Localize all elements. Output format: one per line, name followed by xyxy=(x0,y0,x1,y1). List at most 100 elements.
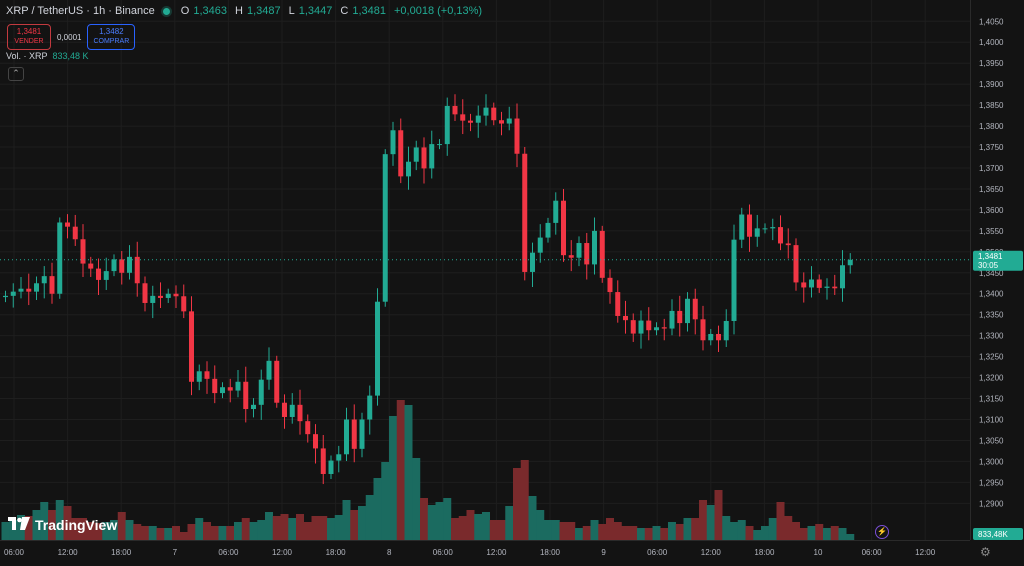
candle[interactable] xyxy=(26,273,32,306)
candle[interactable] xyxy=(367,385,373,435)
candle[interactable] xyxy=(80,224,86,277)
candle[interactable] xyxy=(646,307,652,341)
candle[interactable] xyxy=(499,111,504,136)
candle[interactable] xyxy=(444,97,450,156)
candle[interactable] xyxy=(328,455,334,480)
candle[interactable] xyxy=(576,236,582,267)
candle[interactable] xyxy=(630,313,636,342)
candle[interactable] xyxy=(437,139,442,150)
candle[interactable] xyxy=(452,94,458,122)
candle[interactable] xyxy=(692,288,698,335)
candle[interactable] xyxy=(793,238,799,291)
price-chart[interactable] xyxy=(0,0,970,540)
candle[interactable] xyxy=(553,192,559,235)
candle[interactable] xyxy=(65,214,70,239)
candle[interactable] xyxy=(754,214,760,247)
candle[interactable] xyxy=(359,412,365,458)
chevron-up-icon[interactable]: ⌃ xyxy=(8,67,24,81)
candle[interactable] xyxy=(158,282,163,308)
candle[interactable] xyxy=(708,328,714,346)
candle[interactable] xyxy=(638,310,644,349)
candle[interactable] xyxy=(677,295,683,337)
candle[interactable] xyxy=(289,393,295,424)
candle[interactable] xyxy=(522,147,528,281)
candle[interactable] xyxy=(483,94,489,126)
candle[interactable] xyxy=(320,435,326,485)
candle[interactable] xyxy=(251,398,256,418)
candle[interactable] xyxy=(654,322,659,336)
candle[interactable] xyxy=(599,225,605,283)
candle[interactable] xyxy=(142,276,148,312)
candle[interactable] xyxy=(747,204,752,252)
candle[interactable] xyxy=(72,214,78,246)
candle[interactable] xyxy=(491,102,497,126)
candle[interactable] xyxy=(421,137,427,184)
candle[interactable] xyxy=(181,284,187,319)
candle[interactable] xyxy=(258,369,264,420)
candle[interactable] xyxy=(568,240,574,272)
candle[interactable] xyxy=(406,146,411,190)
candle[interactable] xyxy=(88,256,94,277)
candle[interactable] xyxy=(429,130,435,179)
time-scale[interactable]: 06:00 12:00 18:00 7 06:00 12:00 18:00 8 06:00 12:… xyxy=(0,540,970,566)
candle[interactable] xyxy=(832,274,838,296)
candle[interactable] xyxy=(165,288,171,303)
candle[interactable] xyxy=(537,224,543,263)
candle[interactable] xyxy=(18,276,24,299)
candle[interactable] xyxy=(847,253,853,274)
candle[interactable] xyxy=(716,325,721,353)
price-scale[interactable]: 1,4050 1,4000 1,3950 1,3900 1,3850 1,3800 1,37… xyxy=(970,0,1024,540)
candle[interactable] xyxy=(119,250,125,285)
candle[interactable] xyxy=(127,245,132,280)
candle[interactable] xyxy=(382,149,388,307)
candle[interactable] xyxy=(475,105,481,138)
candle[interactable] xyxy=(661,318,667,341)
price-scale-axis[interactable]: 1,4050 1,4000 1,3950 1,3900 1,3850 1,3800 1,37… xyxy=(971,0,1024,540)
candle[interactable] xyxy=(344,407,349,461)
candle[interactable] xyxy=(41,266,47,299)
candle[interactable] xyxy=(623,300,628,334)
candle[interactable] xyxy=(150,285,156,319)
candle[interactable] xyxy=(375,288,380,406)
candle[interactable] xyxy=(305,414,311,443)
candle[interactable] xyxy=(840,250,845,302)
candle[interactable] xyxy=(506,106,512,131)
candle[interactable] xyxy=(297,389,303,435)
candle[interactable] xyxy=(607,269,613,304)
candle[interactable] xyxy=(592,217,597,275)
candle[interactable] xyxy=(10,283,16,308)
lightning-icon[interactable]: ⚡ xyxy=(875,525,889,539)
candle[interactable] xyxy=(390,121,396,166)
candle[interactable] xyxy=(731,224,737,335)
candle[interactable] xyxy=(824,278,830,300)
candle[interactable] xyxy=(196,364,202,391)
candle[interactable] xyxy=(723,309,729,347)
candle[interactable] xyxy=(669,299,675,336)
sell-button[interactable]: 1,3481 VENDER xyxy=(7,24,51,50)
candle[interactable] xyxy=(468,113,473,132)
candle[interactable] xyxy=(266,347,272,390)
candle[interactable] xyxy=(801,272,807,303)
symbol-title[interactable]: XRP / TetherUS · 1h · Binance xyxy=(6,5,155,17)
volume-label[interactable]: Vol. · XRP xyxy=(6,51,48,61)
candle[interactable] xyxy=(739,207,745,249)
candle[interactable] xyxy=(313,424,318,464)
candle[interactable] xyxy=(134,241,140,297)
candle[interactable] xyxy=(336,445,342,473)
candle[interactable] xyxy=(212,365,218,404)
candle[interactable] xyxy=(770,218,776,241)
candle[interactable] xyxy=(530,242,535,288)
candle[interactable] xyxy=(809,266,814,298)
candle[interactable] xyxy=(173,285,179,308)
candle[interactable] xyxy=(685,292,690,332)
candle[interactable] xyxy=(235,370,241,398)
candle[interactable] xyxy=(460,99,466,135)
candle[interactable] xyxy=(282,394,287,429)
candle[interactable] xyxy=(220,382,225,399)
candle[interactable] xyxy=(3,290,8,303)
candle[interactable] xyxy=(274,355,280,408)
candle[interactable] xyxy=(204,361,210,394)
candle[interactable] xyxy=(103,257,109,290)
candle[interactable] xyxy=(561,188,566,262)
